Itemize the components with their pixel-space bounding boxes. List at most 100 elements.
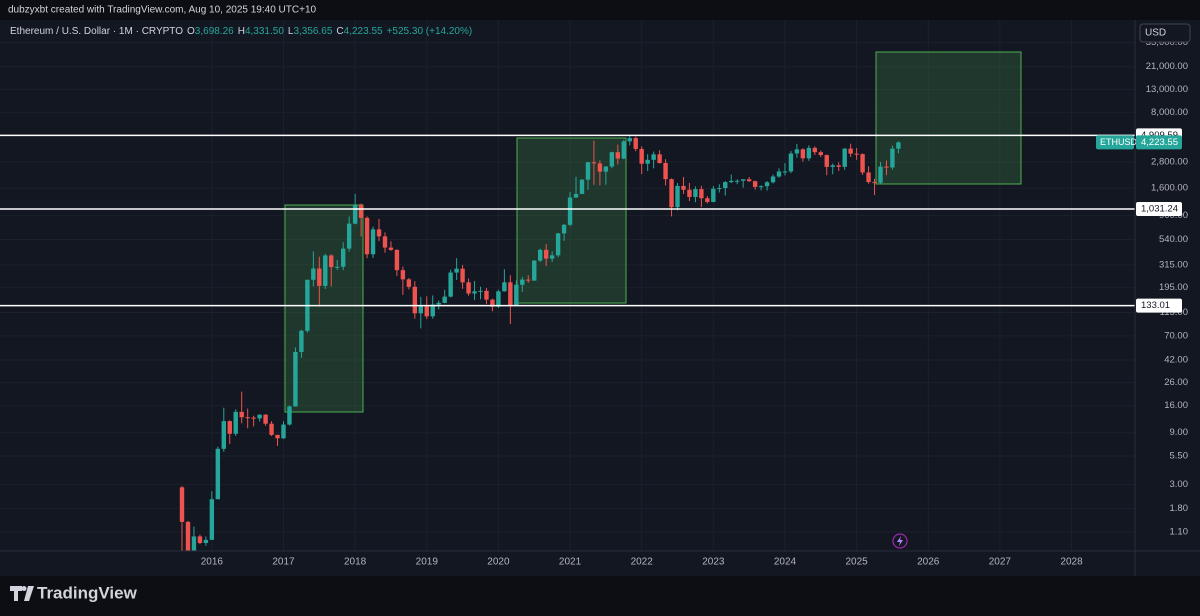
x-tick-label: 2028 [1060, 557, 1083, 568]
candle-body [191, 536, 197, 551]
candle-body [412, 286, 418, 314]
x-tick-label: 2022 [631, 557, 654, 568]
hline-label: 4,909.59 [1141, 130, 1178, 141]
candle-body [627, 138, 632, 142]
candle-body [179, 487, 185, 522]
candle-body [735, 180, 740, 182]
candle-body [454, 268, 459, 273]
candle-body [263, 414, 268, 424]
y-tick-label: 8,000.00 [1151, 107, 1188, 118]
candle-body [520, 279, 525, 285]
x-tick-label: 2026 [917, 557, 940, 568]
candle-body [543, 249, 549, 259]
candle-body [418, 305, 423, 314]
candle-body [490, 299, 495, 307]
candle-body [609, 152, 615, 167]
candle-body [657, 154, 662, 164]
y-tick-label: 42.00 [1164, 355, 1188, 366]
low-key: L [288, 26, 294, 37]
header-caption: dubzyxbt created with TradingView.com, A… [8, 5, 317, 16]
header-bar [0, 0, 1200, 20]
candle-body [687, 189, 692, 197]
candle-body [561, 224, 567, 234]
open-key: O [187, 26, 195, 37]
candle-body [299, 330, 304, 352]
candle-body [460, 268, 465, 283]
candle-body [621, 141, 626, 159]
candle-body [717, 188, 722, 190]
close: 4,223.55 [344, 26, 383, 37]
hline-label: 1,031.24 [1141, 203, 1178, 214]
candle-body [782, 171, 788, 173]
candle-body [364, 217, 370, 255]
x-tick-label: 2023 [702, 557, 725, 568]
candle-body [848, 148, 853, 154]
candle-body [538, 249, 543, 261]
y-tick-label: 35,000.00 [1146, 37, 1188, 48]
hline-label: 133.01 [1141, 300, 1170, 311]
y-tick-label: 16.00 [1164, 400, 1188, 411]
y-tick-label: 1,600.00 [1151, 183, 1188, 194]
candle-body [502, 282, 507, 292]
candle-body [842, 148, 847, 167]
candle-body [663, 163, 668, 180]
candle-body [203, 539, 209, 543]
candle-body [251, 417, 256, 419]
price-symbol-box [1096, 135, 1134, 150]
high: 4,331.50 [245, 26, 284, 37]
candle-body [388, 247, 394, 250]
x-tick-label: 2018 [344, 557, 367, 568]
candle-body [693, 189, 698, 197]
candle-body [346, 223, 352, 249]
candle-body [884, 166, 889, 168]
candle-body [573, 193, 579, 198]
candle-body [549, 255, 555, 259]
candle-body [185, 521, 191, 551]
price-symbol: ETHUSD [1100, 137, 1138, 147]
candle-body [699, 189, 704, 199]
candle-body [836, 165, 841, 167]
candle-body [878, 166, 883, 183]
candle-body [633, 138, 638, 149]
candle-body [269, 423, 274, 435]
symbol: Ethereum / U.S. Dollar · 1M · CRYPTO [10, 26, 183, 37]
event-icon[interactable] [892, 533, 908, 549]
candle-body [442, 296, 447, 303]
candle-body [233, 411, 238, 434]
candle-body [555, 233, 561, 256]
candle-body [860, 154, 865, 173]
candle-body [585, 162, 591, 180]
y-tick-label: 195.00 [1159, 282, 1188, 293]
candle-body [723, 182, 728, 189]
candle-body [872, 182, 877, 184]
candle-body [651, 154, 656, 160]
candle-body [746, 179, 752, 182]
candle-body [335, 266, 340, 268]
candle-body [478, 290, 483, 292]
hline-label-box [1136, 201, 1182, 216]
candle-body [711, 188, 716, 202]
y-tick-label: 9.00 [1170, 427, 1189, 438]
candle-body [681, 185, 686, 190]
candle-body [472, 291, 477, 294]
candle-body [764, 182, 770, 187]
grid [0, 20, 1135, 551]
open: 3,698.26 [195, 26, 234, 37]
change: +525.30 (+14.20%) [387, 26, 473, 37]
candle-body [812, 147, 818, 153]
candle-body [352, 205, 358, 224]
x-tick-label: 2027 [989, 557, 1012, 568]
current-price: 4,223.55 [1141, 137, 1178, 148]
candle-body [603, 166, 609, 172]
currency-button[interactable] [1139, 23, 1191, 43]
candle-body [245, 417, 250, 419]
candle-body [508, 282, 513, 306]
price-labels: 4,909.59 1,031.24 133.01 ETHUSD 4,223.55 [1096, 128, 1182, 313]
candle-body [329, 255, 334, 268]
candle-body [275, 434, 280, 439]
candle-body [526, 279, 531, 281]
candle-body [824, 155, 829, 167]
drawings [284, 51, 1022, 413]
y-tick-label: 13,000.00 [1146, 84, 1188, 95]
